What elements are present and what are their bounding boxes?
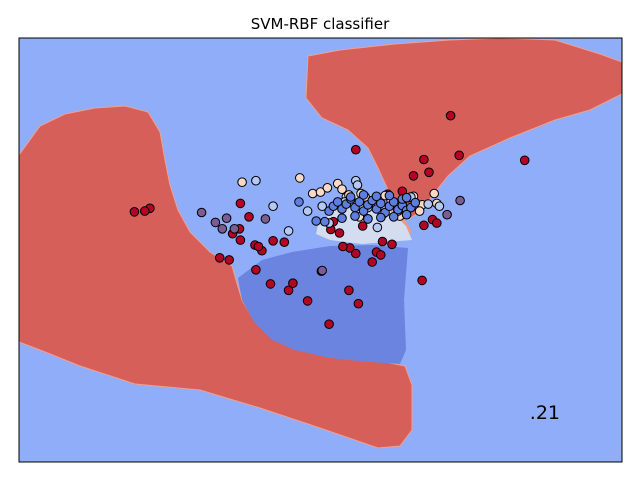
scatter-point-dark-red: [357, 221, 368, 231]
scatter-point-dark-red: [351, 144, 361, 155]
scatter-point-dark-red: [387, 239, 397, 250]
scatter-point-dark-red: [334, 228, 345, 238]
chart-title: SVM-RBF classifier: [251, 15, 390, 33]
scatter-point-blue-point: [294, 197, 304, 207]
scatter-point-purple-point: [229, 224, 240, 234]
scatter-point-blue-point: [401, 209, 412, 220]
scatter-point-purple-point: [217, 224, 228, 234]
scatter-point-purple-point: [317, 265, 328, 276]
scatter-point-dark-red: [519, 155, 530, 166]
scatter-point-dark-red: [377, 236, 388, 247]
scatter-point-blue-point: [311, 216, 322, 226]
scatter-point-pale-point: [237, 177, 247, 187]
scatter-point-dark-red: [338, 241, 348, 252]
scatter-point-dark-red: [351, 248, 361, 259]
scatter-point-blue-point: [332, 197, 343, 207]
scatter-point-blue-point: [354, 197, 365, 207]
plot-frame: [18, 37, 623, 463]
score-annotation: .21: [530, 402, 560, 424]
scatter-point-dark-red: [268, 236, 278, 246]
scatter-point-dark-red: [224, 255, 234, 265]
scatter-point-purple-point: [455, 195, 465, 206]
scatter-point-dark-red: [419, 220, 429, 231]
scatter-point-dark-red: [324, 319, 334, 330]
scatter-point-purple-point: [221, 213, 232, 223]
scatter-point-light-blue-point: [434, 201, 445, 211]
scatter-point-purple-point: [210, 217, 221, 228]
scatter-point-pale-point: [295, 173, 305, 183]
scatter-point-purple-point: [442, 209, 452, 220]
scatter-point-dark-red: [344, 285, 354, 296]
scatter-point-dark-red: [265, 279, 276, 289]
scatter-point-dark-red: [235, 235, 246, 245]
scatter-point-pale-point: [315, 187, 326, 197]
scatter-point-dark-red: [302, 296, 313, 306]
scatter-point-blue-point: [376, 212, 386, 223]
scatter-point-light-blue-point: [283, 226, 294, 236]
scatter-point-dark-red: [445, 110, 456, 121]
scatter-point-dark-red: [244, 212, 254, 222]
scatter-point-pale-point: [307, 188, 318, 199]
scatter-point-dark-red: [214, 252, 225, 263]
scatter-point-dark-red: [283, 285, 294, 296]
scatter-point-blue-point: [358, 190, 369, 200]
scatter-point-light-blue-point: [302, 206, 313, 216]
scatter-point-dark-red: [417, 275, 427, 286]
scatter-point-light-blue-point: [268, 201, 278, 211]
scatter-points: [129, 110, 530, 330]
scatter-point-blue-point: [345, 192, 356, 202]
scatter-point-dark-red: [353, 298, 364, 309]
scatter-point-dark-red: [140, 206, 150, 216]
region-red-top-right: [305, 38, 622, 219]
scatter-point-blue-point: [410, 197, 421, 208]
scatter-point-dark-red: [419, 154, 429, 165]
scatter-point-pale-point: [414, 206, 425, 216]
scatter-point-dark-red: [279, 237, 290, 247]
scatter-point-dark-red: [235, 198, 246, 209]
scatter-point-purple-point: [196, 207, 207, 218]
scatter-point-blue-point: [384, 190, 395, 201]
scatter-point-dark-red: [432, 218, 442, 228]
scatter-point-blue-point: [337, 213, 347, 223]
scatter-point-dark-red: [367, 257, 378, 267]
scatter-point-blue-point: [350, 211, 360, 221]
scatter-point-dark-red: [376, 250, 386, 260]
scatter-point-dark-red: [129, 207, 140, 217]
scatter-point-pale-point: [337, 184, 347, 194]
scatter-point-blue-point: [320, 216, 330, 227]
scatter-point-blue-point: [376, 198, 386, 209]
scatter-point-pale-point: [429, 188, 440, 199]
scatter-point-light-blue-point: [352, 180, 363, 190]
scatter-point-dark-red: [454, 150, 465, 161]
scatter-point-light-blue-point: [423, 199, 434, 209]
scatter-point-dark-red: [424, 167, 434, 178]
scatter-point-blue-point: [371, 191, 382, 202]
scatter-point-pale-point: [322, 183, 333, 193]
scatter-point-blue-point: [401, 192, 412, 203]
scatter-point-light-blue-point: [317, 201, 328, 211]
scatter-point-blue-point: [388, 212, 399, 222]
scatter-point-dark-red: [251, 265, 261, 275]
scatter-point-dark-red: [253, 241, 264, 252]
scatter-point-dark-red: [288, 278, 298, 289]
decision-regions: [19, 38, 622, 462]
scatter-point-dark-red: [408, 171, 419, 181]
region-dark-blue: [238, 245, 408, 364]
scatter-point-light-blue-point: [251, 175, 261, 186]
scatter-point-light-blue-point: [372, 222, 383, 233]
scatter-point-blue-point: [363, 214, 373, 224]
scatter-point-purple-point: [260, 214, 271, 224]
